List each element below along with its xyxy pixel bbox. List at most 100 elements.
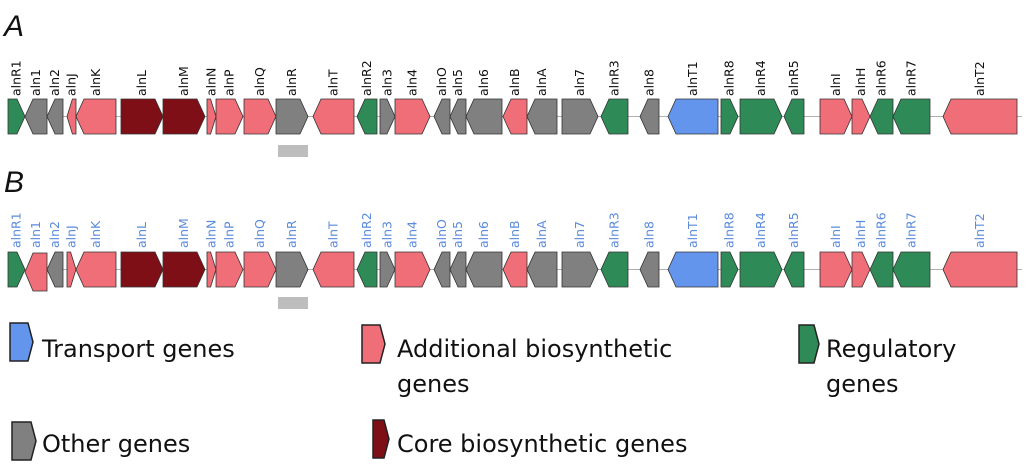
gene-alnT (312, 251, 355, 288)
gene-label: alnT1 (685, 213, 700, 248)
gene-alnT (312, 98, 355, 135)
alnR-marker-bar (278, 297, 308, 309)
gene-label: alnI (828, 225, 843, 248)
gene-label: aln7 (572, 221, 587, 248)
gene-alnN (206, 251, 217, 288)
gene-alnJ (66, 98, 77, 135)
gene-aln3 (379, 98, 396, 135)
legend-item-additional: Additional biosynthetic genes (361, 324, 672, 398)
gene-label: alnI (828, 73, 843, 96)
gene-label: aln4 (405, 69, 420, 96)
legend-label: Other genes (42, 430, 190, 458)
gene-label: alnM (176, 66, 191, 96)
gene-alnM (162, 251, 206, 288)
gene-label: alnR8 (722, 60, 737, 96)
gene-alnP (215, 251, 244, 288)
gene-alnK (75, 251, 117, 288)
gene-alnR4 (739, 98, 783, 135)
gene-label: aln1 (28, 221, 43, 248)
gene-label: aln6 (476, 221, 491, 248)
gene-label: alnK (88, 68, 103, 96)
gene-alnB (502, 251, 528, 288)
gene-label: alnR2 (359, 212, 374, 248)
gene-alnI (819, 98, 853, 135)
core-gene-swatch-icon (372, 419, 390, 459)
gene-label: alnR7 (904, 60, 919, 96)
gene-alnQ (243, 98, 277, 135)
gene-alnJ (66, 251, 77, 288)
gene-label: alnR1 (9, 212, 24, 248)
gene-alnK (75, 98, 117, 135)
gene-label: alnR5 (786, 212, 801, 248)
gene-alnR4 (739, 251, 783, 288)
gene-alnR5 (783, 98, 805, 135)
gene-label: alnR6 (874, 212, 889, 248)
gene-alnR1 (7, 98, 26, 135)
legend-item-regulatory: Regulatory genes (798, 324, 956, 398)
gene-label: alnN (204, 68, 219, 96)
gene-label: alnJ (64, 225, 79, 248)
legend-label: genes (826, 370, 898, 398)
gene-aln2 (46, 251, 64, 288)
gene-label: alnN (204, 220, 219, 248)
gene-alnA (526, 98, 558, 135)
gene-aln1 (24, 252, 48, 292)
gene-alnR2 (356, 98, 378, 135)
gene-alnR8 (720, 251, 739, 288)
legend-label: Core biosynthetic genes (397, 430, 687, 458)
panel-letter: B (4, 166, 24, 199)
transport-gene-swatch-icon (9, 322, 34, 362)
gene-label: alnR5 (786, 60, 801, 96)
gene-label: aln5 (450, 221, 465, 248)
gene-label: alnR1 (9, 60, 24, 96)
legend-label: Regulatory (826, 335, 956, 363)
gene-label: alnJ (64, 73, 79, 96)
legend-label: Transport genes (41, 335, 235, 363)
gene-alnR6 (869, 98, 894, 135)
gene-label: alnM (176, 218, 191, 248)
gene-alnR2 (356, 251, 378, 288)
gene-alnR7 (892, 98, 931, 135)
gene-label: alnH (853, 220, 868, 248)
additional-gene-swatch-icon (361, 324, 386, 364)
gene-alnT1 (667, 251, 719, 288)
gene-label: alnO (434, 67, 449, 96)
gene-alnM (162, 98, 206, 135)
alnR-marker-bar (278, 145, 308, 157)
gene-label: alnR6 (874, 60, 889, 96)
gene-alnR7 (892, 251, 931, 288)
gene-label: aln6 (476, 69, 491, 96)
gene-label: aln8 (642, 221, 657, 248)
legend-label: Additional biosynthetic (397, 335, 672, 363)
gene-aln7 (561, 98, 599, 135)
gene-label: aln7 (572, 69, 587, 96)
gene-label: aln2 (47, 221, 62, 248)
gene-aln3 (379, 251, 396, 288)
gene-label: alnA (534, 68, 549, 96)
gene-aln1 (24, 98, 48, 135)
gene-alnR3 (600, 98, 629, 135)
gene-alnR (275, 98, 309, 135)
gene-aln6 (465, 98, 503, 135)
gene-label: alnT1 (685, 61, 700, 96)
gene-label: alnH (853, 68, 868, 96)
gene-alnO (433, 251, 451, 288)
gene-label: aln3 (380, 69, 395, 96)
gene-alnH (851, 251, 871, 288)
gene-alnT2 (942, 251, 1018, 288)
gene-label: alnQ (252, 67, 267, 96)
gene-label: alnQ (252, 219, 267, 248)
gene-label: alnR4 (753, 212, 768, 248)
gene-alnR5 (783, 251, 805, 288)
gene-alnR (275, 251, 309, 288)
legend-item-other: Other genes (11, 421, 190, 461)
gene-label: alnA (534, 220, 549, 248)
gene-label: alnR4 (753, 60, 768, 96)
gene-label: alnR2 (359, 60, 374, 96)
gene-label: alnK (88, 220, 103, 248)
gene-alnR6 (869, 251, 894, 288)
gene-alnO (433, 98, 451, 135)
